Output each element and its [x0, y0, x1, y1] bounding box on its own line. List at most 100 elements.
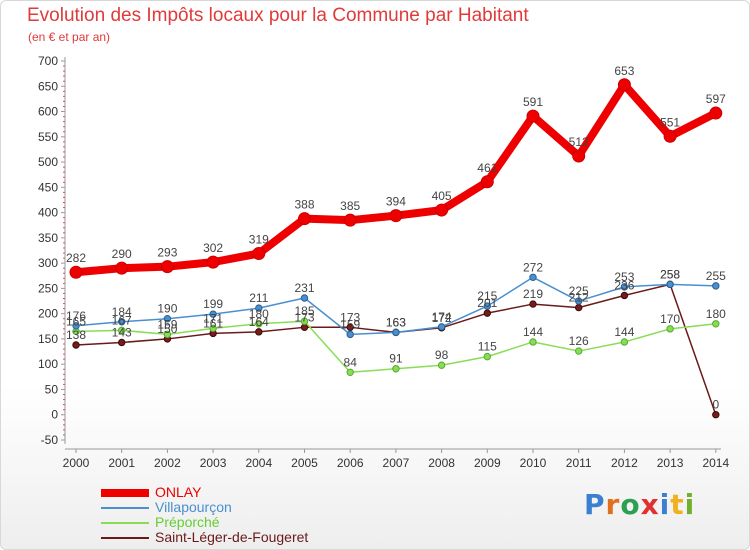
data-label-3: 258	[660, 267, 680, 281]
data-label-3: 161	[203, 316, 223, 330]
data-point-3	[529, 300, 537, 308]
x-tick-label: 2006	[337, 456, 364, 470]
logo-letter: P	[584, 488, 606, 521]
data-label-2: 180	[706, 307, 726, 321]
data-label-1: 255	[706, 269, 726, 283]
y-tick-label: 350	[38, 231, 58, 245]
y-tick-label: 600	[38, 105, 58, 119]
data-point-3	[300, 323, 309, 332]
logo-letter: i	[684, 488, 696, 521]
y-tick-label: 200	[38, 307, 58, 321]
data-point-2	[666, 325, 674, 333]
data-point-1	[255, 304, 263, 312]
x-tick-label: 2012	[611, 456, 638, 470]
data-label-3: 173	[294, 310, 314, 324]
legend-label-preporche: Préporché	[155, 514, 220, 530]
data-label-2: 126	[569, 334, 589, 348]
data-label-1: 184	[112, 305, 132, 319]
data-point-2	[346, 368, 354, 376]
data-point-2	[483, 352, 491, 361]
data-point-1	[483, 302, 491, 310]
data-point-1	[300, 294, 309, 302]
x-tick-label: 2004	[245, 456, 272, 470]
data-point-0	[709, 106, 723, 120]
data-label-0: 290	[112, 247, 132, 261]
data-point-1	[712, 282, 720, 290]
data-point-3	[346, 323, 354, 332]
data-point-1	[392, 328, 400, 337]
data-point-1	[437, 323, 446, 331]
data-point-3	[620, 291, 629, 300]
legend-swatch-villapourcon	[101, 507, 149, 510]
data-point-2	[392, 365, 400, 373]
legend-item-onlay: ONLAY	[101, 485, 308, 500]
data-point-1	[163, 315, 172, 323]
data-point-2	[118, 326, 126, 335]
y-tick-label: 0	[51, 408, 58, 422]
x-tick-label: 2003	[200, 456, 227, 470]
data-label-2: 144	[523, 325, 543, 339]
legend-swatch-preporche	[101, 522, 149, 525]
legend-swatch-saint-leger	[101, 537, 149, 540]
data-label-0: 653	[614, 64, 634, 78]
data-label-3: 173	[340, 310, 360, 324]
data-label-2: 159	[157, 317, 177, 331]
data-label-2: 144	[614, 325, 634, 339]
page-subtitle: (en € et par an)	[28, 30, 111, 44]
data-label-0: 385	[340, 199, 360, 213]
data-point-1	[346, 330, 354, 339]
data-point-2	[163, 330, 172, 339]
data-label-2: 171	[203, 311, 223, 325]
data-label-2: 170	[660, 312, 680, 326]
data-point-0	[389, 209, 403, 223]
data-label-0: 394	[386, 195, 406, 209]
y-tick-label: 150	[38, 332, 58, 346]
data-label-2: 84	[344, 355, 358, 369]
data-point-2	[620, 338, 629, 346]
legend-label-saint-leger: Saint-Léger-de-Fougeret	[155, 529, 309, 545]
data-point-0	[617, 78, 631, 92]
data-label-0: 597	[706, 92, 726, 106]
data-label-3: 0	[712, 398, 719, 412]
x-tick-label: 2009	[474, 456, 501, 470]
data-label-1: 190	[157, 302, 177, 316]
x-tick-label: 2011	[566, 456, 592, 470]
y-tick-label: 550	[38, 130, 58, 144]
data-label-0: 405	[432, 189, 452, 203]
logo-letter: r	[605, 488, 621, 521]
data-label-3: 138	[66, 328, 86, 342]
data-point-1	[118, 318, 126, 326]
data-label-3: 163	[386, 315, 406, 329]
legend-label-onlay: ONLAY	[155, 484, 202, 500]
data-point-1	[209, 310, 217, 318]
data-point-0	[480, 175, 494, 189]
data-label-1: 272	[523, 260, 543, 274]
data-point-2	[255, 320, 263, 328]
logo-letter: o	[620, 488, 641, 521]
data-label-2: 165	[66, 314, 86, 328]
legend-swatch-onlay	[101, 489, 149, 498]
y-tick-label: 300	[38, 256, 58, 270]
logo-letter: t	[670, 488, 685, 521]
data-point-0	[252, 247, 266, 261]
data-point-0	[435, 203, 449, 217]
data-label-2: 115	[478, 340, 497, 354]
legend-item-saint-leger: Saint-Léger-de-Fougeret	[101, 530, 308, 545]
y-tick-label: -50	[41, 433, 59, 447]
x-tick-label: 2010	[520, 456, 547, 470]
data-point-1	[575, 297, 583, 305]
logo-letter: x	[640, 488, 660, 521]
y-tick-label: 650	[38, 79, 58, 93]
data-label-1: 215	[477, 289, 497, 303]
logo-letter: i	[659, 488, 671, 521]
data-label-0: 461	[477, 161, 497, 175]
data-label-1: 159	[340, 317, 360, 331]
data-label-0: 388	[294, 198, 314, 212]
data-point-0	[160, 260, 174, 274]
data-point-0	[663, 129, 677, 143]
x-tick-label: 2013	[657, 456, 684, 470]
data-label-1: 225	[569, 284, 589, 298]
data-label-2: 185	[294, 304, 314, 318]
data-label-1: 176	[66, 309, 86, 323]
